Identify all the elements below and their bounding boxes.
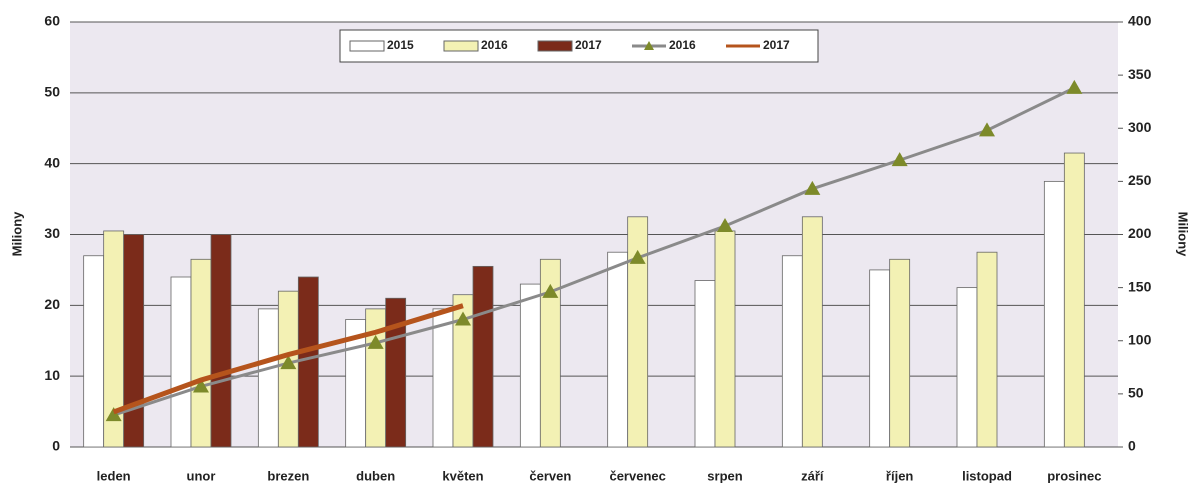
bar	[976, 251, 998, 448]
bar	[385, 297, 407, 448]
legend-label: 2016	[669, 38, 696, 52]
y-tick-label: 20	[44, 296, 60, 312]
x-tick-label: květen	[442, 468, 483, 483]
x-tick-label: červen	[529, 468, 571, 483]
y2-tick-label: 50	[1128, 385, 1144, 401]
x-tick-label: září	[801, 468, 824, 483]
y2-tick-label: 150	[1128, 278, 1152, 294]
marker	[891, 152, 908, 167]
x-tick-label: červenec	[609, 468, 665, 483]
bar	[83, 255, 105, 448]
bar	[694, 280, 716, 448]
bar	[956, 287, 978, 448]
legend-label: 2017	[575, 38, 602, 52]
y-tick-label: 10	[44, 367, 60, 383]
x-tick-label: listopad	[962, 468, 1012, 483]
marker	[804, 180, 821, 195]
bar	[472, 265, 494, 448]
y2-tick-label: 100	[1128, 331, 1152, 347]
y-tick-label: 0	[52, 438, 60, 454]
line	[113, 86, 1075, 417]
y-tick-label: 30	[44, 225, 60, 241]
legend-swatch	[537, 40, 573, 52]
marker	[105, 407, 122, 422]
marker	[280, 355, 297, 370]
marker	[542, 283, 559, 298]
y-axis-title: Miliony	[9, 211, 24, 257]
marker	[979, 122, 995, 137]
marker	[1066, 79, 1083, 94]
bar	[869, 269, 891, 448]
y2-tick-label: 200	[1128, 225, 1152, 241]
legend-label: 2016	[481, 38, 508, 52]
x-tick-label: leden	[97, 468, 131, 483]
x-tick-label: unor	[187, 468, 216, 483]
bar	[889, 258, 911, 448]
bar	[210, 234, 232, 448]
y-tick-label: 50	[44, 84, 60, 100]
bar	[607, 251, 629, 448]
legend-label: 2015	[387, 38, 414, 52]
y2-axis-title: Miliony	[1176, 212, 1191, 258]
x-tick-label: duben	[356, 468, 395, 483]
bar	[1063, 152, 1085, 448]
bar	[123, 234, 145, 448]
bar	[781, 255, 803, 448]
y2-tick-label: 350	[1128, 66, 1152, 82]
y2-tick-label: 300	[1128, 119, 1152, 135]
legend-swatch	[443, 40, 479, 52]
legend-marker	[644, 41, 654, 50]
y2-tick-label: 0	[1128, 438, 1136, 454]
legend-label: 2017	[763, 38, 790, 52]
y2-tick-label: 400	[1128, 13, 1152, 29]
line	[112, 303, 464, 415]
y-tick-label: 60	[44, 13, 60, 29]
bar	[297, 276, 319, 448]
bar	[190, 258, 212, 448]
bar	[1043, 180, 1065, 448]
y-tick-label: 40	[44, 154, 60, 170]
bar	[627, 216, 649, 448]
x-tick-label: brezen	[267, 468, 309, 483]
y2-tick-label: 250	[1128, 172, 1152, 188]
x-tick-label: prosinec	[1047, 468, 1101, 483]
bar	[801, 216, 823, 448]
bar	[539, 258, 561, 448]
marker	[455, 311, 471, 326]
bar	[257, 308, 279, 448]
marker	[717, 218, 733, 232]
x-tick-label: srpen	[707, 468, 742, 483]
marker	[193, 378, 209, 393]
bar	[170, 276, 192, 448]
bar	[714, 230, 736, 448]
bar	[519, 283, 541, 448]
x-tick-label: říjen	[886, 468, 914, 483]
marker	[367, 334, 384, 349]
bar	[277, 290, 299, 448]
bar	[432, 308, 454, 448]
marker	[629, 249, 646, 264]
legend-swatch	[349, 40, 385, 52]
